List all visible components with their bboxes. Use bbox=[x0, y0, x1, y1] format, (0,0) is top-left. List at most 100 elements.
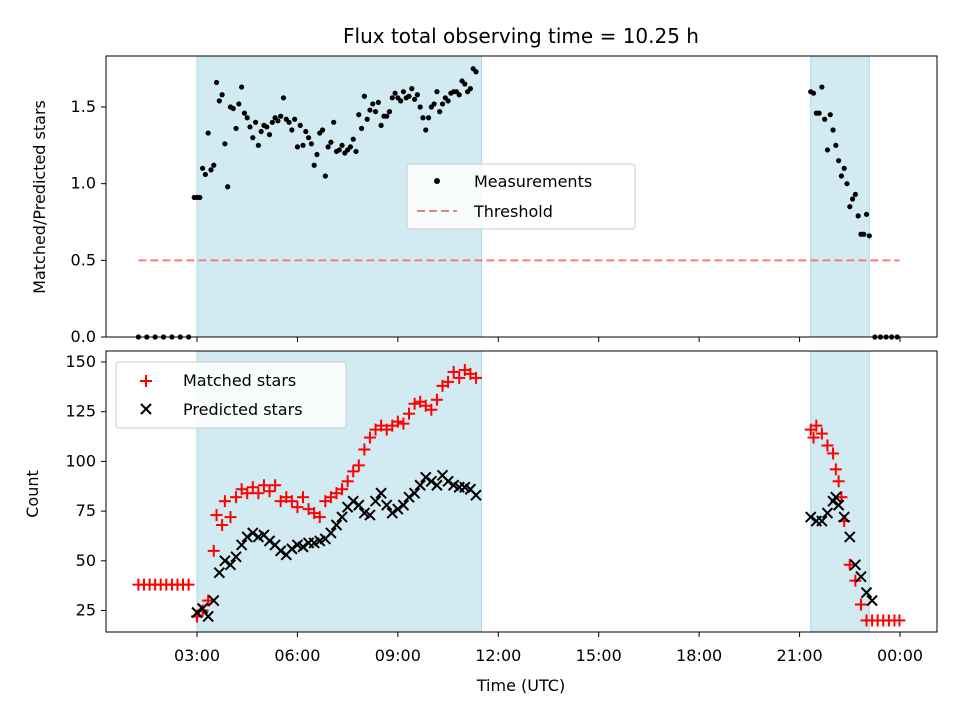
measurement-point bbox=[205, 130, 211, 136]
top-y-ticks: 0.0 0.5 1.0 1.5 bbox=[71, 97, 106, 346]
predicted-star-point bbox=[397, 499, 410, 511]
matched-star-point bbox=[893, 614, 906, 627]
y-tick-label: 1.0 bbox=[71, 174, 96, 193]
measurement-point bbox=[836, 158, 842, 164]
matched-star-point bbox=[832, 475, 845, 488]
predicted-star-point bbox=[442, 475, 454, 487]
measurement-point bbox=[409, 86, 415, 92]
y-tick-label: 0.5 bbox=[71, 250, 96, 269]
measurement-point bbox=[411, 96, 418, 102]
predicted-star-point bbox=[844, 531, 856, 543]
measurement-point bbox=[213, 79, 220, 86]
bottom-y-axis-label: Count bbox=[23, 470, 42, 518]
predicted-star-point bbox=[297, 541, 309, 553]
predicted-star-point bbox=[213, 567, 226, 579]
predicted-star-point bbox=[392, 503, 404, 515]
measurement-point bbox=[266, 132, 273, 138]
legend-measurements-label: Measurements bbox=[474, 172, 592, 191]
predicted-star-point bbox=[860, 586, 873, 599]
measurement-point bbox=[364, 116, 370, 122]
measurement-point bbox=[339, 142, 345, 148]
measurement-point bbox=[286, 119, 292, 125]
legend-predicted-marker bbox=[140, 403, 152, 415]
matched-star-point bbox=[408, 397, 421, 410]
legend-predicted-label: Predicted stars bbox=[183, 400, 303, 419]
measurement-point bbox=[289, 127, 295, 133]
matched-star-point bbox=[425, 403, 438, 416]
matched-star-point bbox=[347, 465, 360, 478]
measurement-point bbox=[423, 127, 429, 133]
predicted-star-point bbox=[353, 499, 365, 511]
measurement-point bbox=[398, 98, 404, 104]
matched-star-point bbox=[207, 544, 220, 557]
matched-star-point bbox=[829, 463, 842, 476]
bottom-plot-frame bbox=[105, 350, 938, 633]
top-panel: 0.0 0.5 1.0 1.5 Flux total observing time =… bbox=[30, 24, 938, 346]
matched-star-point bbox=[827, 447, 840, 460]
measurement-point bbox=[297, 122, 303, 128]
measurement-point bbox=[389, 95, 395, 101]
predicted-star-point bbox=[347, 495, 359, 507]
measurement-point bbox=[838, 173, 845, 179]
legend-matched-label: Matched stars bbox=[183, 371, 296, 390]
measurement-point bbox=[230, 105, 236, 112]
measurement-point bbox=[211, 162, 217, 168]
bottom-panel: 25 50 75 100 125 150 03:00 06:00 09:00 12:00 15:0… bbox=[23, 350, 938, 695]
measurement-point bbox=[278, 113, 284, 119]
predicted-star-point bbox=[375, 487, 387, 499]
predicted-star-point bbox=[386, 507, 398, 519]
measurement-point bbox=[269, 119, 275, 125]
matched-star-point bbox=[447, 365, 460, 378]
predicted-star-point bbox=[816, 515, 828, 527]
matched-star-point bbox=[363, 431, 376, 444]
predicted-star-point bbox=[208, 594, 220, 607]
predicted-star-point bbox=[196, 602, 209, 615]
x-tick-label: 21:00 bbox=[777, 646, 823, 665]
top-x-ticks bbox=[196, 337, 901, 342]
measurement-point bbox=[830, 127, 836, 133]
measurement-point bbox=[347, 144, 354, 150]
matched-star-point bbox=[202, 594, 215, 607]
measurement-point bbox=[425, 115, 432, 121]
shaded-interval-1 bbox=[810, 55, 870, 338]
predicted-star-point bbox=[855, 570, 867, 583]
predicted-star-point bbox=[191, 606, 203, 619]
predicted-star-point bbox=[202, 610, 214, 623]
measurement-point bbox=[420, 115, 426, 121]
predicted-star-point bbox=[286, 543, 298, 555]
predicted-star-point bbox=[849, 559, 862, 571]
measurement-point bbox=[356, 112, 362, 118]
predicted-stars-points bbox=[191, 469, 878, 623]
measurement-point bbox=[258, 128, 264, 135]
y-tick-label: 125 bbox=[65, 402, 96, 421]
measurement-point bbox=[216, 98, 222, 104]
measurement-point bbox=[294, 144, 301, 150]
matched-star-point bbox=[313, 511, 326, 524]
measurement-point bbox=[833, 142, 839, 148]
x-tick-label: 12:00 bbox=[475, 646, 521, 665]
measurement-point bbox=[244, 115, 250, 121]
measurement-point bbox=[810, 90, 817, 96]
measurement-point bbox=[847, 204, 853, 210]
measurement-point bbox=[331, 119, 337, 125]
bottom-x-ticks: 03:00 06:00 09:00 12:00 15:00 18:00 21:00 00:00 bbox=[174, 632, 923, 665]
matched-star-point bbox=[263, 485, 276, 498]
legend-measurements-marker bbox=[434, 178, 440, 184]
matched-star-point bbox=[810, 419, 823, 432]
measurement-point bbox=[384, 113, 390, 119]
y-tick-label: 75 bbox=[76, 501, 96, 520]
matched-star-point bbox=[341, 475, 354, 488]
matched-star-point bbox=[218, 495, 231, 508]
measurement-point bbox=[400, 89, 407, 95]
matched-star-point bbox=[336, 483, 349, 496]
measurement-point bbox=[199, 165, 206, 171]
x-tick-label: 09:00 bbox=[375, 646, 421, 665]
predicted-star-point bbox=[425, 475, 438, 487]
predicted-star-point bbox=[431, 479, 443, 491]
measurement-point bbox=[241, 110, 248, 116]
matched-star-point bbox=[469, 371, 482, 384]
matched-star-point bbox=[358, 443, 371, 456]
measurement-point bbox=[358, 125, 365, 132]
measurement-point bbox=[819, 84, 825, 90]
legend-threshold-label: Threshold bbox=[473, 202, 553, 221]
